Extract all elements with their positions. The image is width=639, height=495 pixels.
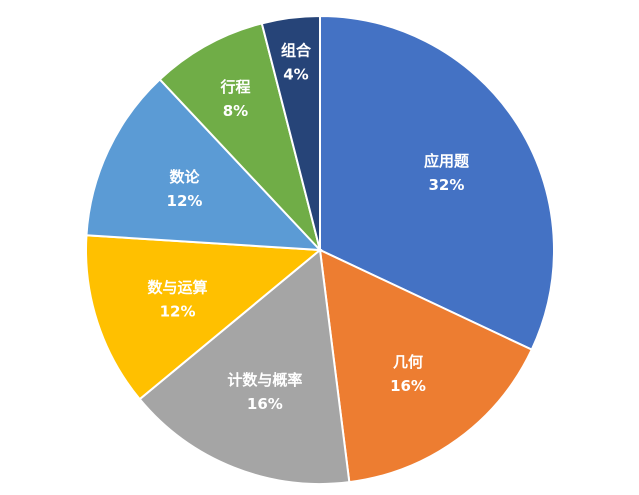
slice-label: 几何 [393,353,423,371]
slice-value-label: 12% [167,192,203,210]
pie-slice-5 [158,22,321,251]
pie-slice-6 [260,14,321,251]
slice-label: 数与运算 [148,278,208,296]
slice-value-label: 32% [428,176,464,194]
pie-slice-4 [85,78,323,252]
slice-label: 组合 [281,42,312,60]
slice-label: 计数与概率 [227,371,302,389]
slice-label: 数论 [169,168,200,186]
pie-slice-1 [318,248,534,484]
slice-label: 行程 [219,78,250,96]
slice-value-label: 16% [390,377,426,395]
pie-slice-0 [319,14,555,351]
slice-value-label: 8% [223,102,248,120]
slice-label: 应用题 [424,152,470,170]
slice-value-label: 16% [247,395,283,413]
pie-slice-2 [138,248,351,485]
slice-value-label: 4% [283,66,308,84]
pie-slice-3 [85,234,323,401]
slice-value-label: 12% [160,302,196,320]
